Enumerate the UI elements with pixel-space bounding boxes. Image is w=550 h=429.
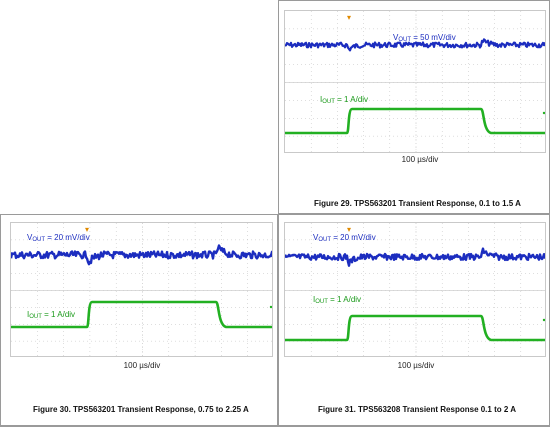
vout-ground-marker — [542, 43, 545, 47]
figure-29-waveforms: ▾ — [285, 11, 545, 152]
figure-30-caption: Figure 30. TPS563201 Transient Response,… — [33, 405, 249, 414]
figure-30-vout-label: VOUT = 20 mV/div — [27, 233, 90, 243]
figure-29-iout-label: IOUT = 1 A/div — [320, 95, 369, 105]
figure-29-caption: Figure 29. TPS563201 Transient Response,… — [314, 199, 521, 208]
figure-31-caption: Figure 31. TPS563208 Transient Response … — [318, 405, 517, 414]
iout-trace — [285, 107, 545, 135]
iout-ground-marker — [542, 111, 545, 115]
trigger-marker-icon: ▾ — [347, 225, 351, 234]
grid — [11, 223, 272, 356]
figure-29-vout-label: VOUT = 50 mV/div — [393, 33, 456, 43]
vout-ground-marker — [542, 255, 545, 259]
figure-31-vout-label: VOUT = 20 mV/div — [313, 233, 376, 243]
figure-29-timebase: 100 µs/div — [401, 155, 439, 164]
figure-30-timebase: 100 µs/div — [123, 361, 161, 370]
grid — [285, 223, 545, 356]
page-bottom-rule — [0, 426, 550, 427]
trigger-marker-icon: ▾ — [85, 225, 89, 234]
trigger-marker-icon: ▾ — [347, 13, 351, 22]
figure-30-waveforms: ▾ — [11, 223, 272, 356]
grid — [285, 11, 545, 152]
figure-29-scope: ▾ VOUT = 50 mV/div IOUT = 1 A/div — [284, 10, 546, 153]
iout-trace — [11, 300, 272, 329]
figure-30-scope: ▾ VOUT = 20 mV/div IOUT = 1 A/div — [10, 222, 273, 357]
vout-trace — [11, 244, 272, 266]
figure-31-iout-label: IOUT = 1 A/div — [313, 295, 362, 305]
figure-31-scope: ▾ VOUT = 20 mV/div IOUT = 1 A/div — [284, 222, 546, 357]
iout-ground-marker — [269, 305, 272, 309]
vout-trace — [285, 247, 545, 267]
vout-trace — [285, 38, 545, 52]
iout-trace — [285, 314, 545, 342]
figure-30-iout-label: IOUT = 1 A/div — [27, 310, 76, 320]
vout-ground-marker — [269, 253, 272, 257]
figure-31-timebase: 100 µs/div — [397, 361, 435, 370]
iout-ground-marker — [542, 318, 545, 322]
figure-31-waveforms: ▾ — [285, 223, 545, 356]
